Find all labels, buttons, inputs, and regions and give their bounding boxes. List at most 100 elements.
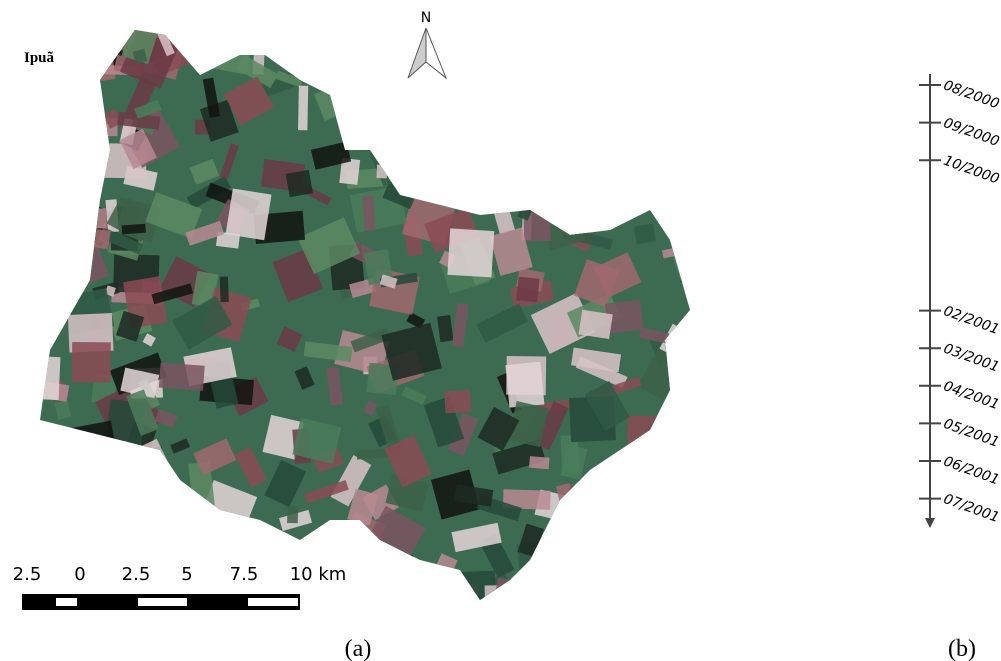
field-patch [79,465,105,497]
field-patch [642,71,673,98]
timeline-arrow [925,518,935,528]
field-patch [560,52,577,71]
field-patch [679,329,692,354]
field-patch [55,174,95,214]
field-patch [656,50,695,77]
field-patch [587,477,615,499]
field-patch [379,563,431,574]
field-patch [46,511,81,555]
field-patch [686,297,706,340]
scale-label: 2.5 [13,564,42,585]
field-patch [477,55,512,82]
field-patch [500,96,549,128]
timeline-label: 02/2001 [941,303,1001,338]
field-patch [549,569,596,625]
field-patch [42,60,67,107]
field-patch [111,456,161,500]
field-patch [377,165,388,179]
field-patch [453,170,482,187]
field-patch [366,594,386,617]
field-patch [627,416,670,446]
field-patch [34,537,86,558]
field-patch [344,114,374,135]
field-patch [634,452,676,505]
field-patch [691,52,737,80]
field-patch [266,586,321,635]
field-patch [48,141,83,192]
field-patch [697,411,735,452]
field-patch [84,61,102,83]
arrow-right [426,28,446,78]
field-patch [403,85,435,128]
north-label: N [421,10,431,26]
field-patch [689,530,711,572]
field-patch [24,607,64,639]
field-patch [576,612,626,653]
timeline-label: 08/2000 [941,77,1001,112]
field-patch [34,356,61,400]
field-patch [639,90,689,138]
field-patch [334,586,388,643]
scale-label: 0 [74,564,85,585]
scale-segment [138,598,187,606]
field-patch [226,188,272,240]
field-patch [598,39,643,67]
field-patch [438,14,468,57]
field-patch [38,493,55,506]
field-patch [22,236,65,275]
field-patch [543,563,586,613]
field-patch [655,591,678,631]
north-arrow: N [408,10,446,78]
field-patch [687,74,710,88]
field-patch [702,467,752,504]
field-patch [596,39,617,85]
field-patch [56,26,114,69]
field-patch [601,583,636,619]
field-patch [587,611,601,658]
field-patch [687,493,739,516]
field-patch [333,74,347,100]
field-patch [355,82,389,124]
field-patch [122,224,146,235]
field-patch [57,134,103,145]
field-patch [72,342,111,383]
field-patch [368,619,398,661]
field-patch [593,127,618,153]
field-patch [444,390,471,414]
field-patch [675,179,734,232]
field-patch [458,145,511,194]
scale-label: 5 [181,564,192,585]
field-patch [709,140,744,175]
field-patch [552,572,569,613]
field-patch [69,549,108,563]
field-patch [523,200,550,241]
field-patch [341,70,402,128]
field-patch [450,47,470,80]
panel-label: (a) [345,636,372,661]
field-patch [503,147,524,170]
field-patch [82,80,101,95]
field-patch [579,310,613,339]
field-patch [639,435,691,473]
field-patch [561,101,587,145]
field-patch [29,234,94,293]
field-patch [337,600,389,634]
timeline-label: 05/2001 [941,416,1001,451]
field-patch [472,145,528,181]
field-patch [607,174,633,193]
field-patch [475,596,523,625]
field-patch [637,179,649,195]
panel-label: (b) [948,636,976,661]
field-patch [565,139,610,182]
field-patch [30,301,59,320]
field-patch [693,120,709,134]
scale-label: 7.5 [230,564,259,585]
field-patch [362,195,375,230]
field-patch [666,591,696,616]
field-patch [356,581,399,621]
field-patch [65,47,101,82]
field-patch [42,119,84,171]
field-patch [686,162,742,216]
timeline-label: 09/2000 [941,115,1001,150]
timeline-label: 03/2001 [941,341,1001,376]
